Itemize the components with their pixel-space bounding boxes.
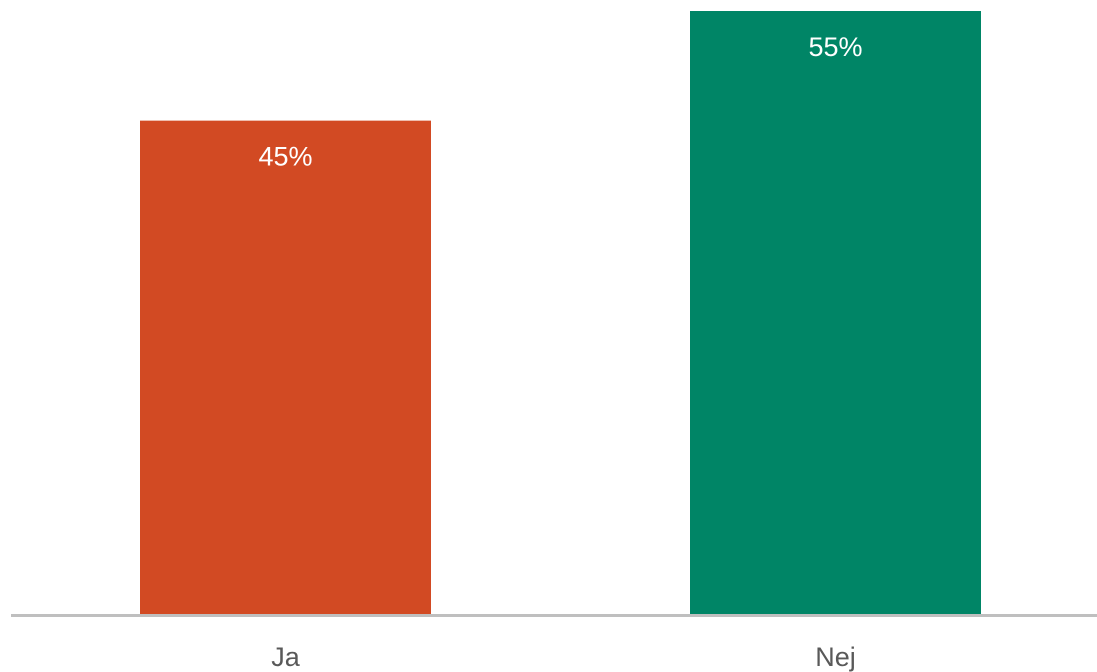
category-label-ja: Ja (271, 642, 301, 672)
bar-ja (140, 120, 431, 615)
data-label-ja: 45% (258, 142, 312, 172)
bars-group (140, 11, 981, 615)
category-label-nej: Nej (815, 642, 856, 672)
labels-group: 45% Ja 55% Nej (258, 32, 862, 672)
bar-nej (690, 11, 981, 614)
data-label-nej: 55% (808, 32, 862, 62)
